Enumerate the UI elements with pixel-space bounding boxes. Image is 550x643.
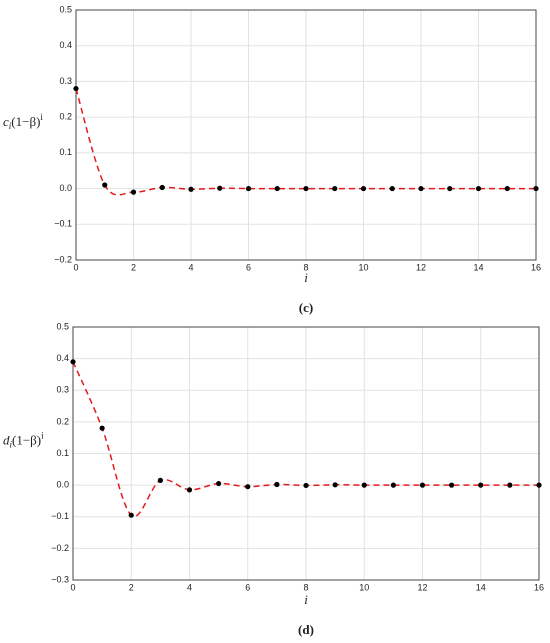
y-tick-label: 0.0 (59, 183, 72, 193)
series-line (72, 361, 539, 518)
data-point (216, 480, 222, 487)
y-label-superscript: i (41, 431, 44, 441)
data-point (99, 425, 105, 431)
x-tick-label: 10 (358, 262, 368, 272)
data-point (418, 185, 424, 192)
x-tick-label: 2 (129, 582, 134, 592)
data-point (186, 487, 193, 493)
x-tick-label: 10 (359, 582, 369, 592)
x-axis-label: i (304, 592, 308, 607)
y-tick-label: 0.5 (56, 321, 69, 331)
x-tick-label: 14 (473, 262, 483, 272)
x-tick-label: 2 (131, 262, 136, 272)
y-tick-label: −0.1 (51, 511, 69, 521)
plot-frame (72, 326, 540, 581)
x-tick-label: 16 (534, 582, 544, 592)
y-label-superscript: i (40, 112, 43, 122)
data-point (360, 185, 367, 192)
data-point (157, 477, 163, 483)
y-label-subscript: i (9, 121, 12, 131)
x-tick-label: 4 (187, 582, 192, 592)
data-point (475, 185, 482, 192)
data-point (217, 185, 223, 191)
chart-subtitle: (d) (298, 622, 314, 637)
data-point (478, 482, 484, 488)
plot-frame (75, 9, 537, 261)
x-tick-label: 12 (417, 582, 427, 592)
y-tick-label: −0.2 (54, 254, 72, 264)
data-point (130, 189, 137, 195)
x-tick-label: 14 (476, 582, 486, 592)
data-point (303, 185, 309, 192)
chart-subtitle: (c) (299, 300, 313, 315)
data-point (128, 512, 134, 518)
data-point (389, 185, 395, 192)
x-axis-label: i (304, 270, 308, 285)
data-point (159, 184, 165, 191)
data-point (245, 185, 252, 192)
y-tick-label: 0.4 (56, 353, 69, 363)
data-point (245, 484, 251, 490)
y-tick-label: −0.3 (51, 574, 69, 584)
data-point (274, 481, 280, 488)
x-tick-label: 0 (70, 582, 75, 592)
x-tick-label: 6 (246, 262, 251, 272)
data-point (274, 185, 280, 192)
y-tick-label: −0.1 (54, 219, 72, 229)
y-axis-label: di(1−β)i (3, 431, 44, 450)
x-tick-label: 8 (303, 582, 308, 592)
x-tick-label: 12 (416, 262, 426, 272)
y-label-text: (1−β) (12, 432, 41, 447)
data-point (102, 182, 108, 188)
y-tick-label: 0.0 (56, 480, 69, 490)
y-tick-label: 0.1 (59, 147, 72, 157)
data-point (70, 359, 76, 365)
y-tick-label: 0.3 (56, 385, 69, 395)
x-tick-label: 0 (73, 262, 78, 272)
data-point (390, 482, 396, 488)
data-point (361, 482, 367, 488)
data-point (419, 482, 426, 488)
x-tick-label: 8 (303, 262, 308, 272)
y-tick-label: 0.3 (59, 76, 72, 86)
data-point (449, 482, 455, 488)
data-point (73, 85, 79, 92)
y-label-subscript: i (10, 440, 13, 450)
data-point (536, 482, 542, 488)
y-label-symbol: c (3, 114, 9, 129)
data-point (332, 185, 338, 192)
y-tick-label: 0.5 (59, 4, 72, 14)
y-tick-label: 0.2 (59, 112, 72, 122)
y-tick-label: −0.2 (51, 543, 69, 553)
data-point (533, 185, 539, 192)
y-tick-label: 0.4 (59, 40, 72, 50)
y-axis-label: ci(1−β)i (3, 112, 43, 131)
y-label-symbol: d (3, 432, 10, 447)
x-tick-label: 4 (188, 262, 193, 272)
data-point (303, 482, 309, 489)
data-point (447, 185, 453, 192)
x-tick-label: 6 (245, 582, 250, 592)
y-tick-label: 0.2 (56, 416, 69, 426)
data-point (504, 185, 510, 192)
data-point (332, 482, 338, 488)
data-point (507, 482, 513, 488)
x-tick-label: 16 (531, 262, 541, 272)
y-tick-label: 0.1 (56, 448, 69, 458)
data-point (188, 186, 194, 192)
y-label-text: (1−β) (11, 114, 40, 129)
